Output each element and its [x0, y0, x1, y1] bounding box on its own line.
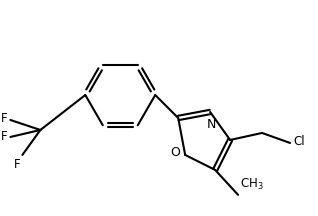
Text: N: N	[206, 118, 216, 131]
Text: CH$_3$: CH$_3$	[240, 177, 264, 192]
Text: F: F	[1, 130, 7, 143]
Text: F: F	[14, 158, 20, 171]
Text: F: F	[1, 113, 7, 125]
Text: O: O	[170, 146, 180, 159]
Text: Cl: Cl	[293, 135, 305, 148]
